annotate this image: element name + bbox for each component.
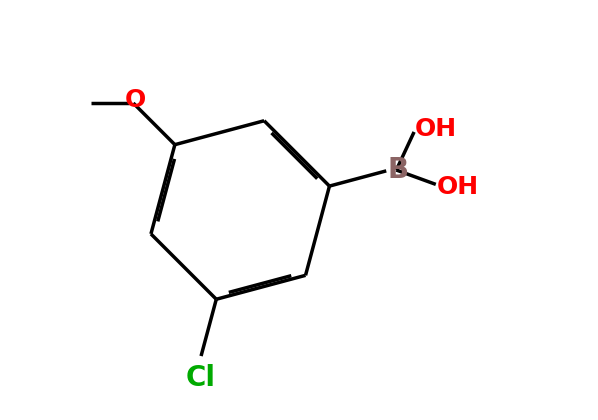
Text: O: O [125, 88, 146, 112]
Text: B: B [387, 156, 408, 184]
Text: OH: OH [437, 175, 479, 199]
Text: OH: OH [415, 118, 457, 142]
Text: Cl: Cl [186, 364, 216, 391]
